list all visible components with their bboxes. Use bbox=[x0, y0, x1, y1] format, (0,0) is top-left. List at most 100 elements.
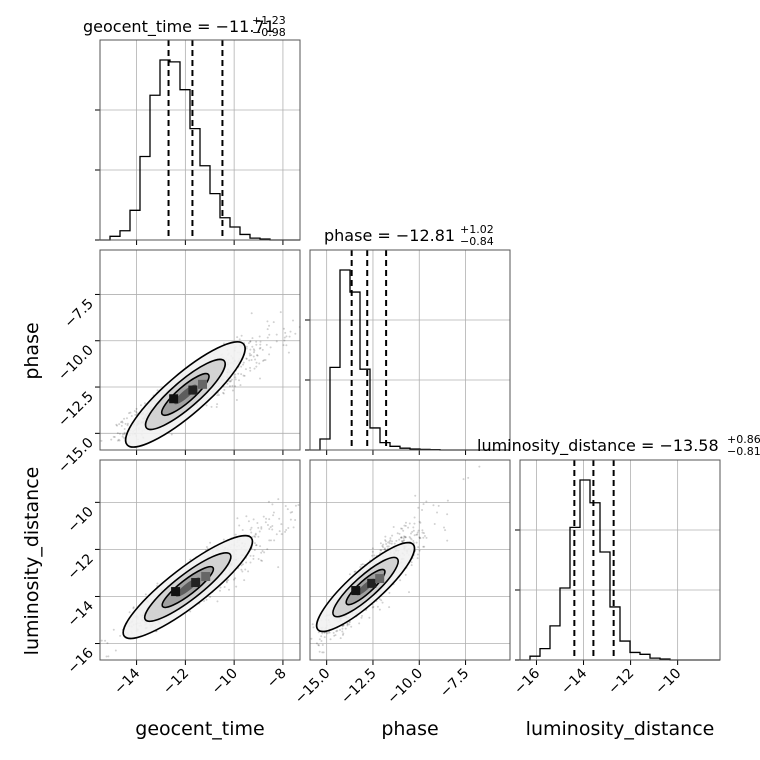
sample-point bbox=[311, 623, 314, 626]
sample-point bbox=[388, 606, 391, 609]
sample-point bbox=[271, 525, 274, 528]
sample-point bbox=[408, 522, 411, 525]
sample-point bbox=[294, 504, 297, 507]
sample-point bbox=[121, 433, 124, 436]
sample-point bbox=[135, 407, 138, 410]
sample-point bbox=[404, 524, 407, 527]
sample-point bbox=[371, 550, 374, 553]
grid-lines bbox=[100, 40, 300, 240]
x-tick-label-phase: −7.5 bbox=[437, 666, 472, 701]
sample-point bbox=[254, 533, 257, 536]
sample-point bbox=[255, 544, 258, 547]
sample-point bbox=[422, 536, 425, 539]
sample-point bbox=[268, 528, 271, 531]
sample-point bbox=[245, 357, 248, 360]
sample-point bbox=[234, 373, 237, 376]
sample-point bbox=[335, 630, 338, 633]
sample-point bbox=[400, 527, 403, 530]
sample-point bbox=[268, 333, 271, 336]
x-axis-label-phase: phase bbox=[381, 718, 438, 740]
sample-point bbox=[234, 533, 237, 536]
sample-point bbox=[318, 638, 321, 641]
sample-point bbox=[312, 626, 315, 629]
sample-point bbox=[285, 344, 288, 347]
sample-point bbox=[410, 538, 413, 541]
sample-point bbox=[100, 639, 103, 642]
sample-point bbox=[358, 622, 361, 625]
x-tick-label-luminosity_distance: −14 bbox=[558, 665, 590, 697]
histogram-phase bbox=[310, 269, 510, 451]
sample-point bbox=[255, 361, 258, 364]
sample-point bbox=[238, 338, 241, 341]
sample-point bbox=[237, 372, 240, 375]
sample-point bbox=[236, 517, 239, 520]
sample-point bbox=[285, 528, 288, 531]
sample-point bbox=[115, 423, 118, 426]
sample-point bbox=[384, 535, 387, 538]
sample-point bbox=[248, 359, 251, 362]
sample-point bbox=[118, 423, 121, 426]
sample-point bbox=[126, 422, 129, 425]
sample-point bbox=[250, 526, 253, 529]
sample-point bbox=[245, 357, 248, 360]
sample-point bbox=[432, 504, 435, 507]
sample-point bbox=[235, 399, 238, 402]
sample-point bbox=[350, 625, 353, 628]
sample-point bbox=[120, 421, 123, 424]
sample-point bbox=[400, 536, 403, 539]
sample-point bbox=[390, 542, 393, 545]
sample-point bbox=[402, 539, 405, 542]
sample-point bbox=[400, 540, 403, 543]
sample-point bbox=[261, 550, 264, 553]
sample-point bbox=[123, 431, 126, 434]
sample-point bbox=[444, 529, 447, 532]
sample-point bbox=[249, 340, 252, 343]
y-axis-label-phase: phase bbox=[21, 322, 43, 379]
sample-point bbox=[265, 343, 268, 346]
title-geocent-time: geocent_time = −11.71 bbox=[83, 17, 275, 37]
sample-point bbox=[272, 511, 275, 514]
sample-point bbox=[110, 438, 113, 441]
sample-point bbox=[425, 536, 428, 539]
sample-point bbox=[387, 541, 390, 544]
sample-point bbox=[205, 598, 208, 601]
sample-point bbox=[380, 549, 383, 552]
sample-point bbox=[238, 379, 241, 382]
sample-point bbox=[360, 616, 363, 619]
sample-point bbox=[275, 340, 278, 343]
sample-point bbox=[339, 628, 342, 631]
y-tick-label-luminosity_distance: −12 bbox=[65, 551, 97, 583]
sample-point bbox=[240, 334, 243, 337]
sample-point bbox=[317, 644, 320, 647]
y-tick-label-phase: −10.0 bbox=[55, 342, 97, 384]
sample-point bbox=[218, 589, 221, 592]
sample-point bbox=[401, 540, 404, 543]
sample-point bbox=[418, 536, 421, 539]
density-bin bbox=[198, 379, 208, 389]
sample-point bbox=[297, 504, 300, 507]
sample-point bbox=[398, 538, 401, 541]
sample-point bbox=[234, 376, 237, 379]
sample-point bbox=[317, 644, 320, 647]
sample-point bbox=[371, 606, 374, 609]
sample-point bbox=[348, 573, 351, 576]
sample-point bbox=[378, 598, 381, 601]
sample-point bbox=[404, 536, 407, 539]
sample-point bbox=[203, 599, 206, 602]
sample-point bbox=[346, 622, 349, 625]
sample-point bbox=[261, 559, 264, 562]
sample-point bbox=[234, 385, 237, 388]
sample-point bbox=[234, 577, 237, 580]
sample-point bbox=[323, 636, 326, 639]
sample-point bbox=[292, 526, 295, 529]
sample-point bbox=[284, 530, 287, 533]
sample-point bbox=[170, 433, 173, 436]
x-tick-label-geocent_time: −14 bbox=[111, 665, 143, 697]
sample-point bbox=[422, 503, 425, 506]
sample-point bbox=[344, 627, 347, 630]
panel-hist-luminosity_distance bbox=[519, 459, 721, 661]
sample-point bbox=[275, 533, 278, 536]
sample-point bbox=[249, 528, 252, 531]
sample-point bbox=[401, 527, 404, 530]
sample-point bbox=[241, 563, 244, 566]
